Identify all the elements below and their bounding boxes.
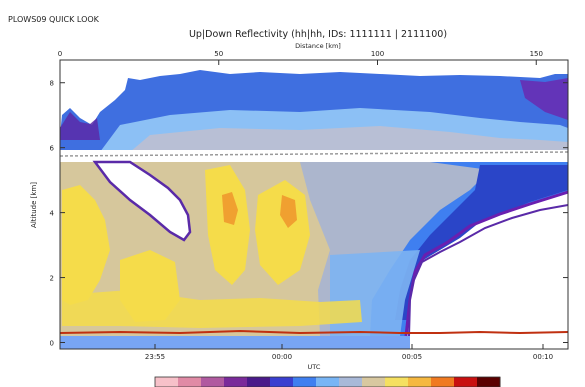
bottom-tick-label: 00:00: [272, 353, 292, 361]
clear-region-left: [92, 160, 192, 242]
colorbar-swatch: [224, 377, 248, 387]
top-tick-label: 150: [530, 50, 543, 58]
colorbar: [154, 376, 501, 387]
surface-echo: [60, 329, 568, 335]
colorbar-swatch: [408, 377, 432, 387]
plot-area: [60, 60, 568, 349]
colorbar-swatch: [385, 377, 409, 387]
colorbar-swatch: [316, 377, 340, 387]
clear-region-right: [409, 205, 568, 336]
colorbar-frame: [154, 376, 501, 387]
echo-orange-core-2: [280, 195, 297, 228]
echo-upper-grey: [130, 126, 568, 152]
bottom-tick-label: 23:55: [145, 353, 165, 361]
echo-yellow-core-center: [205, 165, 250, 285]
header-left: PLOWS09 QUICK LOOK: [8, 15, 100, 24]
y-tick-label: 2: [50, 275, 54, 283]
top-tick-label: 0: [58, 50, 62, 58]
colorbar-swatch: [362, 377, 386, 387]
clear-region-right-edge: [408, 204, 568, 337]
echo-lower-darkblue: [395, 165, 568, 320]
echo-orange-core-1: [222, 192, 238, 225]
colorbar-swatch: [178, 377, 202, 387]
top-tick-label: 50: [214, 50, 223, 58]
chart-title: Up|Down Reflectivity (hh|hh, IDs: 111111…: [189, 29, 447, 40]
colorbar-swatch: [270, 377, 294, 387]
echo-yellow-core-right: [255, 180, 310, 285]
plot-frame: [59, 59, 569, 350]
bottom-tick-label: 00:05: [402, 353, 422, 361]
colorbar-swatch: [293, 377, 317, 387]
echo-yellow-core-left: [62, 185, 110, 305]
top-axis-label: Distance [km]: [295, 42, 341, 50]
y-axis-label: Altitude [km]: [30, 182, 38, 228]
top-tick-label: 100: [371, 50, 384, 58]
echo-yellow-lowband: [62, 290, 362, 328]
colorbar-swatch: [155, 377, 179, 387]
surface-under: [60, 336, 410, 349]
colorbar-swatch: [431, 377, 455, 387]
echo-upper-purple-right: [520, 78, 568, 120]
colorbar-swatch: [339, 377, 363, 387]
colorbar-swatch: [477, 377, 501, 387]
y-tick-label: 0: [50, 340, 54, 348]
axes: 0 2 4 6 8 0 50 100 150 23:55 00:00 00:05 00:10: [50, 50, 568, 361]
colorbar-swatch: [454, 377, 478, 387]
y-tick-label: 4: [50, 210, 55, 218]
colorbar-swatch: [247, 377, 271, 387]
colorbar-swatch: [201, 377, 225, 387]
x-axis-label: UTC: [308, 363, 321, 371]
y-tick-label: 8: [50, 80, 54, 88]
y-tick-label: 6: [50, 145, 55, 153]
echo-upper-purple: [60, 112, 100, 140]
bottom-tick-label: 00:10: [533, 353, 553, 361]
